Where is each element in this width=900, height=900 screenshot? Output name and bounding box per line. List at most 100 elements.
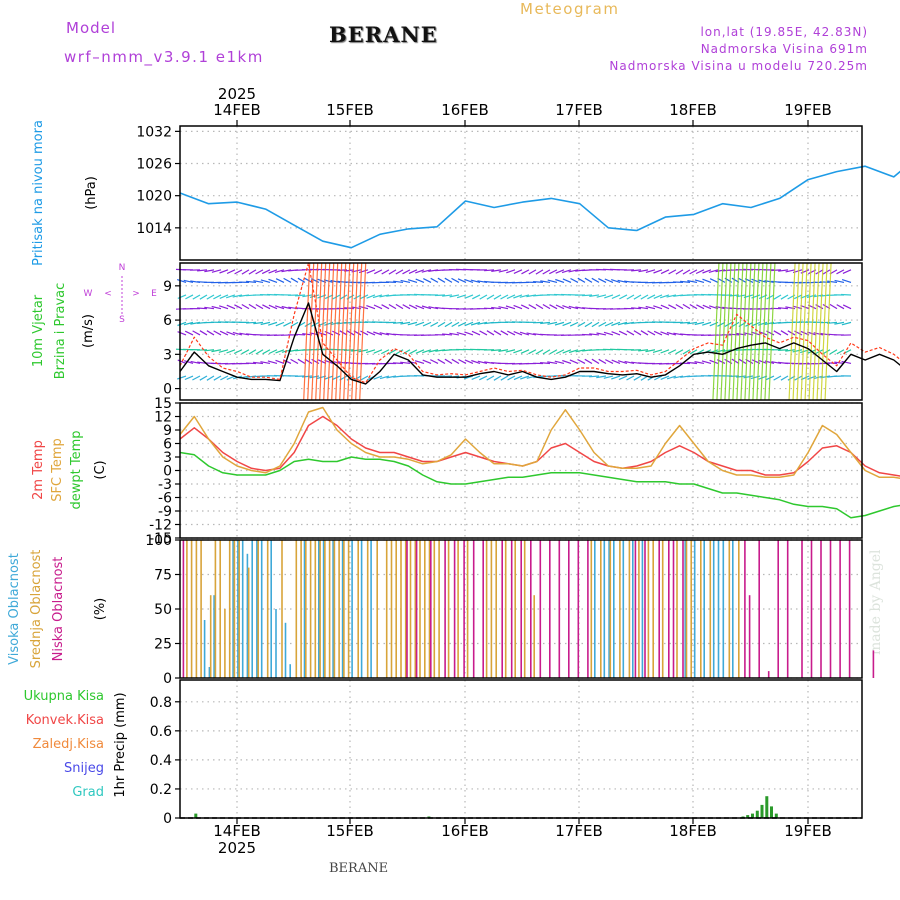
- wind-arrow: [344, 307, 355, 310]
- x-year-label: 2025: [218, 85, 256, 103]
- cloud-bar-1: [209, 595, 212, 678]
- y-tick-label-temperature: 3: [163, 450, 172, 466]
- wind-arrow: [675, 303, 684, 310]
- wind-arrow: [192, 330, 201, 336]
- wind-arrow: [472, 294, 481, 300]
- wind-arrow: [219, 305, 229, 310]
- wind-arrow: [562, 278, 572, 283]
- x-date-label: 18FEB: [669, 101, 716, 119]
- wind-arrow: [211, 349, 222, 353]
- cloud-bar-2: [520, 540, 522, 678]
- wind-gust-band: [712, 262, 720, 401]
- wind-arrow: [479, 294, 488, 300]
- wind-arrow: [213, 330, 222, 336]
- cloud-bar-1: [233, 540, 236, 678]
- model-name: wrf–nmm_v3.9.1 e1km: [64, 48, 264, 66]
- wind-arrow: [388, 269, 397, 275]
- wind-arrow: [513, 294, 523, 299]
- wind-arrow: [631, 269, 642, 272]
- y-tick-label-clouds: 100: [145, 533, 172, 549]
- wind-arrow: [766, 294, 775, 300]
- wind-arrow: [351, 349, 362, 352]
- footer-station: BERANE: [329, 861, 389, 876]
- wind-arrow: [464, 294, 474, 299]
- wind-arrow: [668, 304, 677, 310]
- cloud-bar-0: [213, 595, 215, 678]
- pressure-line: [179, 165, 900, 249]
- wind-arrow: [457, 278, 467, 283]
- wind-arrow: [267, 360, 278, 365]
- wind-arrow: [470, 279, 481, 283]
- precip-legend-1: Konvek.Kisa: [26, 713, 104, 728]
- wind-arrow: [533, 281, 544, 284]
- y-tick-label-temperature: 9: [163, 423, 172, 439]
- wind-arrow: [836, 349, 845, 355]
- wind-arrow: [330, 279, 341, 283]
- wind-arrow: [444, 277, 453, 283]
- wind-arrow: [500, 294, 509, 300]
- wind-arrow: [218, 349, 229, 353]
- wind-arrow: [715, 269, 726, 273]
- y-tick-label-temperature: -9: [158, 504, 172, 520]
- wind-arrow: [660, 294, 670, 299]
- x-date-label: 19FEB: [784, 101, 831, 119]
- wind-arrow: [415, 269, 425, 274]
- cloud-bar-1: [195, 540, 198, 678]
- wind-arrows-layer: [175, 262, 852, 401]
- wind-arrow: [304, 277, 313, 283]
- precip-legend-2: Zaledj.Kisa: [33, 737, 104, 752]
- x-date-label: 14FEB: [213, 101, 260, 119]
- wind-arrow: [577, 277, 586, 283]
- cloud-bar-2: [810, 540, 813, 678]
- wind-arrow: [430, 277, 439, 283]
- cloud-bar-1: [433, 540, 436, 678]
- tempsfc-label: SFC Temp: [50, 438, 65, 502]
- wind-arrow: [535, 303, 544, 310]
- wind-arrow: [667, 349, 677, 355]
- wind-arrow: [444, 358, 453, 364]
- panel-frame-wind: [179, 262, 863, 401]
- wind-arrow: [785, 269, 796, 273]
- cloud-bar-2: [510, 540, 513, 678]
- y-tick-label-clouds: 75: [154, 568, 172, 584]
- cloud-bar-1: [661, 540, 664, 678]
- cloud-bar-2: [182, 540, 185, 678]
- wind-arrow: [568, 269, 579, 273]
- wind-gust-band: [800, 262, 808, 401]
- precip-legend-0: Ukupna Kisa: [24, 689, 104, 704]
- wind-arrow: [297, 358, 306, 364]
- wind-arrow: [457, 321, 467, 327]
- cloud-bar-1: [281, 540, 283, 678]
- pressure-label: Pritisak na nivou mora: [31, 120, 46, 266]
- cloud-bar-2: [872, 650, 875, 678]
- wind-arrow: [618, 330, 628, 336]
- wind-speed-line: [179, 302, 900, 385]
- cloud-bar-0: [341, 540, 344, 678]
- x-date-label: 15FEB: [326, 101, 373, 119]
- wind-arrow: [519, 331, 530, 336]
- wind-gust-band: [808, 262, 816, 401]
- wind-arrow: [660, 304, 670, 310]
- wind-arrow: [444, 321, 453, 328]
- wind-arrow: [491, 306, 502, 310]
- compass-south: S: [119, 315, 125, 325]
- precip-bar: [746, 815, 750, 818]
- cloud-bar-1: [628, 540, 631, 678]
- wind-gust-band: [768, 262, 776, 401]
- wind-gust-band: [740, 262, 748, 401]
- wind-arrow: [262, 304, 271, 310]
- y-tick-label-temperature: -15: [149, 531, 172, 547]
- wind-arrow: [177, 279, 187, 283]
- panel-frame-precip: [179, 679, 863, 819]
- cloud-bar-1: [485, 540, 488, 678]
- wind-arrow: [513, 269, 523, 274]
- cloud-bar-2: [463, 540, 465, 678]
- cloud-bar-1: [390, 540, 393, 678]
- wind-arrow: [638, 269, 649, 273]
- precip-bar: [765, 796, 769, 818]
- wind-arrow: [184, 360, 194, 365]
- cloud-bar-0: [684, 540, 686, 678]
- cloud-bar-1: [343, 540, 345, 678]
- wind-arrow: [395, 303, 404, 310]
- wind-arrow: [421, 305, 432, 310]
